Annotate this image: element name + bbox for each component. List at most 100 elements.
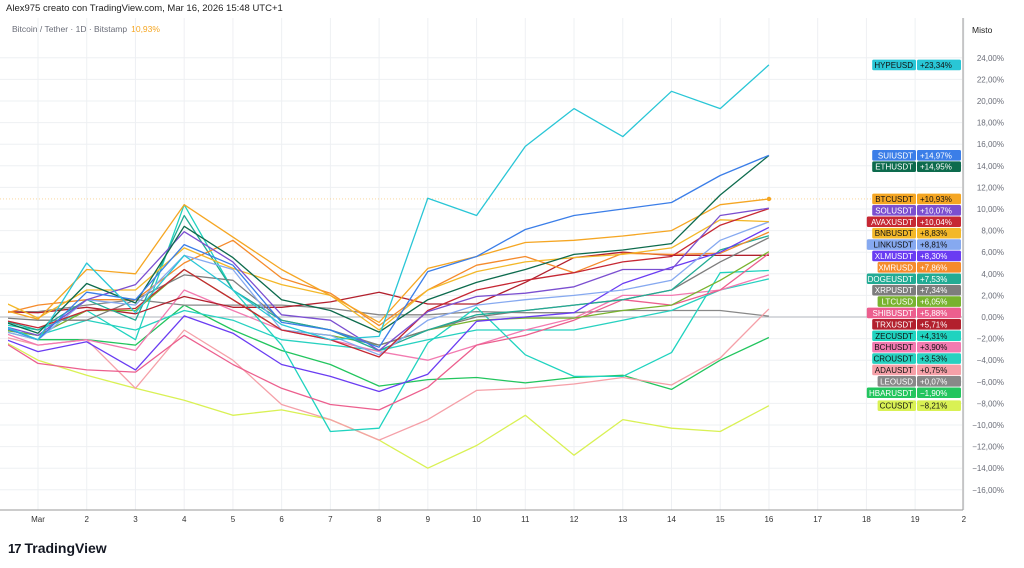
- axis-label-value: −8,21%: [920, 402, 947, 411]
- axis-label-crousdt[interactable]: CROUSDT +3,53%: [872, 353, 961, 364]
- tradingview-logo-text: TradingView: [24, 540, 107, 556]
- axis-label-ccusdt[interactable]: CCUSDT −8,21%: [877, 400, 961, 411]
- series-line-avaxusdt[interactable]: [0, 207, 770, 358]
- axis-label-value: +10,04%: [920, 218, 952, 227]
- axis-label-zecusdt[interactable]: ZECUSDT +4,31%: [872, 330, 961, 342]
- axis-label-xrpusdt[interactable]: XRPUSDT +7,34%: [872, 284, 961, 296]
- axis-label-name: DOGEUSDT: [868, 275, 913, 284]
- x-tick-label: 8: [377, 515, 382, 524]
- series-line-btcusdt[interactable]: [0, 198, 769, 324]
- x-tick-label: 7: [328, 515, 333, 524]
- axis-label-value: +8,81%: [920, 241, 947, 250]
- axis-label-value: +0,07%: [920, 377, 947, 386]
- axis-label-ltcusd[interactable]: LTCUSD +6,05%: [877, 296, 961, 307]
- axis-label-name-bg: [872, 150, 916, 161]
- axis-label-name-bg: [872, 59, 916, 71]
- axis-label-shibusdt[interactable]: SHIBUSDT +5,88%: [866, 307, 961, 319]
- axis-label-leousd[interactable]: LEOUSD +0,07%: [877, 376, 961, 387]
- series-line-zecusdt[interactable]: [0, 204, 769, 433]
- axis-label-trxusdt[interactable]: TRXUSDT +5,71%: [872, 319, 961, 330]
- attribution-text: Alex975 creato con TradingView.com, Mar …: [6, 3, 283, 14]
- series-line-adausdt[interactable]: [0, 308, 770, 441]
- axis-label-value: +3,53%: [920, 355, 947, 364]
- y-tick-label: 22,00%: [977, 75, 1004, 84]
- x-tick-label: 6: [279, 515, 284, 524]
- axis-label-name-bg: [872, 330, 916, 342]
- y-tick-label: 6,00%: [981, 248, 1004, 257]
- series-line-suiusdt[interactable]: [0, 154, 770, 348]
- axis-label-solusdt[interactable]: SOLUSDT +10,07%: [872, 205, 961, 216]
- axis-label-name: TRXUSDT: [875, 320, 913, 329]
- axis-label-value-bg: [917, 387, 961, 399]
- series-line-trxusdt[interactable]: [0, 251, 769, 315]
- series-line-dogeusdt[interactable]: [0, 214, 770, 352]
- axis-label-value-bg: [917, 59, 961, 71]
- axis-label-value: +10,07%: [920, 206, 952, 215]
- axis-label-value: +23,34%: [920, 61, 952, 70]
- axis-label-name: LEOUSD: [880, 377, 913, 386]
- y-tick-label: 0,00%: [981, 313, 1004, 322]
- axis-label-value: −1,90%: [920, 389, 947, 398]
- x-tick-label: 10: [472, 515, 481, 524]
- axis-label-value: +6,05%: [920, 298, 947, 307]
- series-line-solusdt[interactable]: [0, 207, 769, 352]
- series-line-leousd[interactable]: [0, 299, 769, 317]
- axis-label-hypeusd[interactable]: HYPEUSD +23,34%: [872, 59, 961, 71]
- axis-label-value: +7,53%: [920, 275, 947, 284]
- axis-label-name-bg: [872, 319, 916, 330]
- series-line-linkusdt[interactable]: [0, 221, 770, 356]
- axis-label-name-bg: [877, 376, 916, 387]
- axis-label-btcusdt[interactable]: BTCUSDT +10,93%: [872, 193, 961, 205]
- axis-label-suiusdt[interactable]: SUIUSDT +14,97%: [872, 150, 961, 161]
- btc-last-point: [766, 196, 772, 202]
- series-line-bchusdt[interactable]: [0, 274, 770, 361]
- series-line-shibusdt[interactable]: [0, 252, 770, 411]
- symbol-legend[interactable]: Bitcoin / Tether · 1D · Bitstamp 10,93%: [12, 24, 160, 34]
- axis-label-value-bg: [917, 205, 961, 216]
- axis-label-linkusdt[interactable]: LINKUSDT +8,81%: [866, 239, 961, 250]
- axis-label-name: SUIUSDT: [878, 151, 913, 160]
- tradingview-logo[interactable]: 17 TradingView: [8, 540, 107, 556]
- axis-label-value: +8,30%: [920, 252, 947, 261]
- x-tick-label: Mar: [31, 515, 45, 524]
- axis-label-value-bg: [917, 227, 961, 239]
- series-line-ltcusd[interactable]: [0, 251, 770, 346]
- axis-label-name-bg: [866, 307, 916, 319]
- axis-label-value: +0,75%: [920, 366, 947, 375]
- axis-label-bnbusdt[interactable]: BNBUSDT +8,83%: [872, 227, 961, 239]
- axis-label-name-bg: [866, 387, 916, 399]
- axis-label-hbarusdt[interactable]: HBARUSDT −1,90%: [866, 387, 961, 399]
- axis-label-dogeusdt[interactable]: DOGEUSDT +7,53%: [866, 273, 961, 285]
- series-group: [0, 64, 770, 469]
- series-line-xmrusd[interactable]: [0, 231, 770, 327]
- axis-label-name-bg: [872, 250, 916, 262]
- axis-label-bchusdt[interactable]: BCHUSDT +3,90%: [872, 341, 961, 353]
- axis-label-name: HYPEUSD: [874, 61, 913, 70]
- x-tick-label: 14: [667, 515, 676, 524]
- axis-label-name-bg: [872, 364, 916, 376]
- x-tick-label: 12: [570, 515, 579, 524]
- axis-label-name: SOLUSDT: [875, 206, 913, 215]
- series-line-hbarusdt[interactable]: [0, 304, 770, 391]
- series-line-ccusdt[interactable]: [0, 333, 770, 469]
- axis-label-xlmusdt[interactable]: XLMUSDT +8,30%: [872, 250, 961, 262]
- y-tick-label: 12,00%: [977, 183, 1004, 192]
- scale-mode-label[interactable]: Misto: [972, 25, 993, 35]
- axis-label-name-bg: [877, 296, 916, 307]
- axis-label-ethusdt[interactable]: ETHUSDT +14,95%: [872, 161, 961, 173]
- y-tick-label: −6,00%: [977, 378, 1004, 387]
- axis-label-name: XLMUSDT: [875, 252, 913, 261]
- series-line-xlmusdt[interactable]: [0, 226, 770, 393]
- axis-label-value-bg: [917, 161, 961, 173]
- x-tick-label: 11: [521, 515, 530, 524]
- axis-label-name: BNBUSDT: [875, 229, 913, 238]
- axis-label-value-bg: [917, 193, 961, 205]
- axis-label-value-bg: [917, 307, 961, 319]
- axis-label-adausdt[interactable]: ADAUSDT +0,75%: [872, 364, 961, 376]
- axis-label-xmrusd[interactable]: XMRUSD +7,86%: [877, 262, 961, 273]
- axis-label-avaxusdt[interactable]: AVAXUSDT +10,04%: [866, 216, 961, 228]
- series-line-hypeusd[interactable]: [0, 64, 770, 341]
- x-tick-label: 5: [231, 515, 236, 524]
- tradingview-logo-icon: 17: [8, 540, 22, 556]
